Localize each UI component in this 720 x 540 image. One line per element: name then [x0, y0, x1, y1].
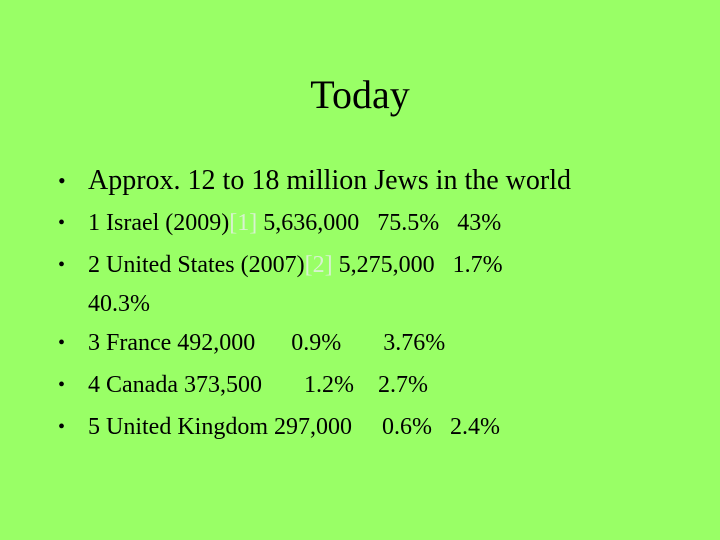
reference-link[interactable]: [1] — [229, 210, 258, 236]
population-value: 373,500 — [183, 372, 262, 398]
bullet-icon: • — [58, 332, 66, 354]
percent-of-world: 40.3% — [88, 291, 150, 317]
slide-title: Today — [310, 72, 410, 117]
country-label: 2 United States (2007) — [88, 252, 305, 278]
percent-of-country: 1.7% — [452, 252, 503, 278]
bullet-item-world-total: • Approx. 12 to 18 million Jews in the w… — [58, 160, 708, 202]
population-value: 5,275,000 — [338, 252, 435, 278]
percent-of-world: 3.76% — [383, 330, 446, 356]
percent-of-country: 0.9% — [291, 330, 342, 356]
bullet-item-canada: • 4 Canada 373,500 1.2% 2.7% — [58, 364, 708, 406]
bullet-icon: • — [58, 212, 66, 234]
bullet-item-united-states: • 2 United States (2007)[2] 5,275,000 1.… — [58, 244, 708, 322]
percent-of-country: 0.6% — [382, 414, 432, 440]
population-value: 5,636,000 — [263, 210, 360, 236]
bullet-item-israel: • 1 Israel (2009)[1] 5,636,000 75.5% 43% — [58, 202, 708, 244]
bullet-icon: • — [58, 168, 66, 193]
population-value: 297,000 — [274, 414, 352, 440]
country-label: 3 France — [88, 330, 172, 356]
country-label: 5 United Kingdom — [88, 414, 268, 440]
bullet-item-united-kingdom: • 5 United Kingdom 297,000 0.6% 2.4% — [58, 406, 708, 448]
bullet-icon: • — [58, 416, 66, 438]
reference-link[interactable]: [2] — [304, 252, 333, 278]
percent-of-world: 2.7% — [377, 372, 428, 398]
country-label: 1 Israel (2009) — [88, 210, 230, 236]
percent-of-world: 2.4% — [450, 414, 500, 440]
percent-of-world: 43% — [457, 210, 502, 236]
percent-of-country: 75.5% — [377, 210, 440, 236]
bullet-icon: • — [58, 254, 66, 276]
country-label: 4 Canada — [88, 372, 178, 398]
percent-of-country: 1.2% — [303, 372, 354, 398]
world-total-text: Approx. 12 to 18 million Jews in the wor… — [88, 165, 571, 196]
bullet-item-france: • 3 France 492,000 0.9% 3.76% — [58, 322, 708, 364]
bullet-list: • Approx. 12 to 18 million Jews in the w… — [58, 160, 708, 448]
population-value: 492,000 — [177, 330, 256, 356]
bullet-icon: • — [58, 374, 66, 396]
